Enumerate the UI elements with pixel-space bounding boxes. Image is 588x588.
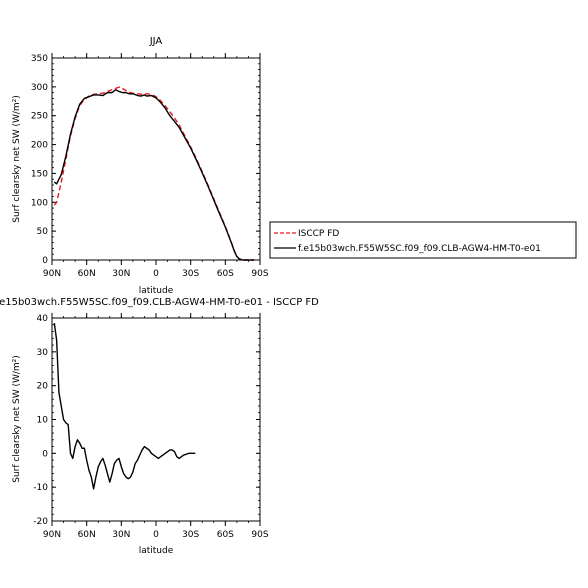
top-y-axis-label: Surf clearsky net SW (W/m²) (12, 95, 22, 223)
bottom-x-tick-label: 60N (78, 530, 96, 540)
bottom-x-tick-label: 90N (43, 530, 61, 540)
bottom-y-tick-label: 0 (42, 449, 48, 459)
top-series-line-1 (53, 89, 255, 261)
top-y-tick-label: 200 (31, 141, 48, 151)
top-y-axis: 0 50 100 150 200 250 300 350 (31, 54, 260, 266)
top-x-tick-label: 60N (78, 269, 96, 279)
top-x-tick-label: 60S (217, 269, 234, 279)
top-x-axis-label: latitude (139, 286, 174, 296)
bottom-y-tick-label: 20 (37, 382, 49, 392)
top-title: JJA (149, 36, 163, 47)
bottom-y-axis: -20 -10 0 10 20 30 40 (33, 314, 260, 527)
top-panel: JJA 0 50 100 150 200 250 300 350 90N 60N 30N 0 30S 6… (12, 36, 269, 296)
legend-box (269, 221, 577, 259)
top-x-tick-label: 90N (43, 269, 61, 279)
legend-label-model: f.e15b03wch.F55W5SC.f09_f09.CLB-AGW4-HM-… (298, 244, 541, 254)
bottom-x-tick-label: 30N (112, 530, 130, 540)
bottom-y-tick-label: 10 (37, 416, 49, 426)
top-y-tick-label: 0 (42, 256, 48, 266)
bottom-series-lines (53, 322, 196, 490)
bottom-y-tick-label: -20 (33, 517, 48, 527)
top-series-lines (53, 86, 255, 261)
top-x-tick-label: 30S (182, 269, 199, 279)
bottom-panel: f.e15b03wch.F55W5SC.f09_f09.CLB-AGW4-HM-… (0, 297, 319, 556)
top-y-tick-label: 150 (31, 169, 48, 179)
bottom-x-tick-label: 90S (251, 530, 268, 540)
top-y-tick-label: 350 (31, 54, 48, 64)
top-y-tick-label: 100 (31, 198, 48, 208)
bottom-x-tick-label: 30S (182, 530, 199, 540)
bottom-x-tick-label: 0 (153, 530, 159, 540)
top-x-tick-label: 0 (153, 269, 159, 279)
top-series-line-0 (53, 86, 255, 261)
bottom-series-line-0 (53, 322, 196, 490)
top-y-tick-label: 50 (37, 227, 49, 237)
bottom-y-axis-label: Surf clearsky net SW (W/m²) (12, 355, 22, 483)
legend: ISCCP FD f.e15b03wch.F55W5SC.f09_f09.CLB… (269, 221, 577, 259)
bottom-plot-frame (51, 317, 261, 522)
bottom-x-axis-label: latitude (139, 546, 174, 556)
bottom-x-tick-label: 60S (217, 530, 234, 540)
top-x-tick-label: 30N (112, 269, 130, 279)
top-y-tick-label: 300 (31, 83, 48, 93)
top-y-tick-label: 250 (31, 112, 48, 122)
top-x-axis: 90N 60N 30N 0 30S 60S 90S (43, 53, 269, 279)
top-x-tick-label: 90S (251, 269, 268, 279)
bottom-y-tick-label: 40 (37, 314, 49, 324)
bottom-x-axis: 90N 60N 30N 0 30S 60S 90S (43, 313, 269, 540)
bottom-y-tick-label: 30 (37, 348, 49, 358)
legend-label-isccp: ISCCP FD (298, 229, 339, 239)
bottom-title: f.e15b03wch.F55W5SC.f09_f09.CLB-AGW4-HM-… (0, 297, 319, 308)
top-plot-frame (51, 57, 261, 261)
bottom-y-tick-label: -10 (33, 483, 48, 493)
